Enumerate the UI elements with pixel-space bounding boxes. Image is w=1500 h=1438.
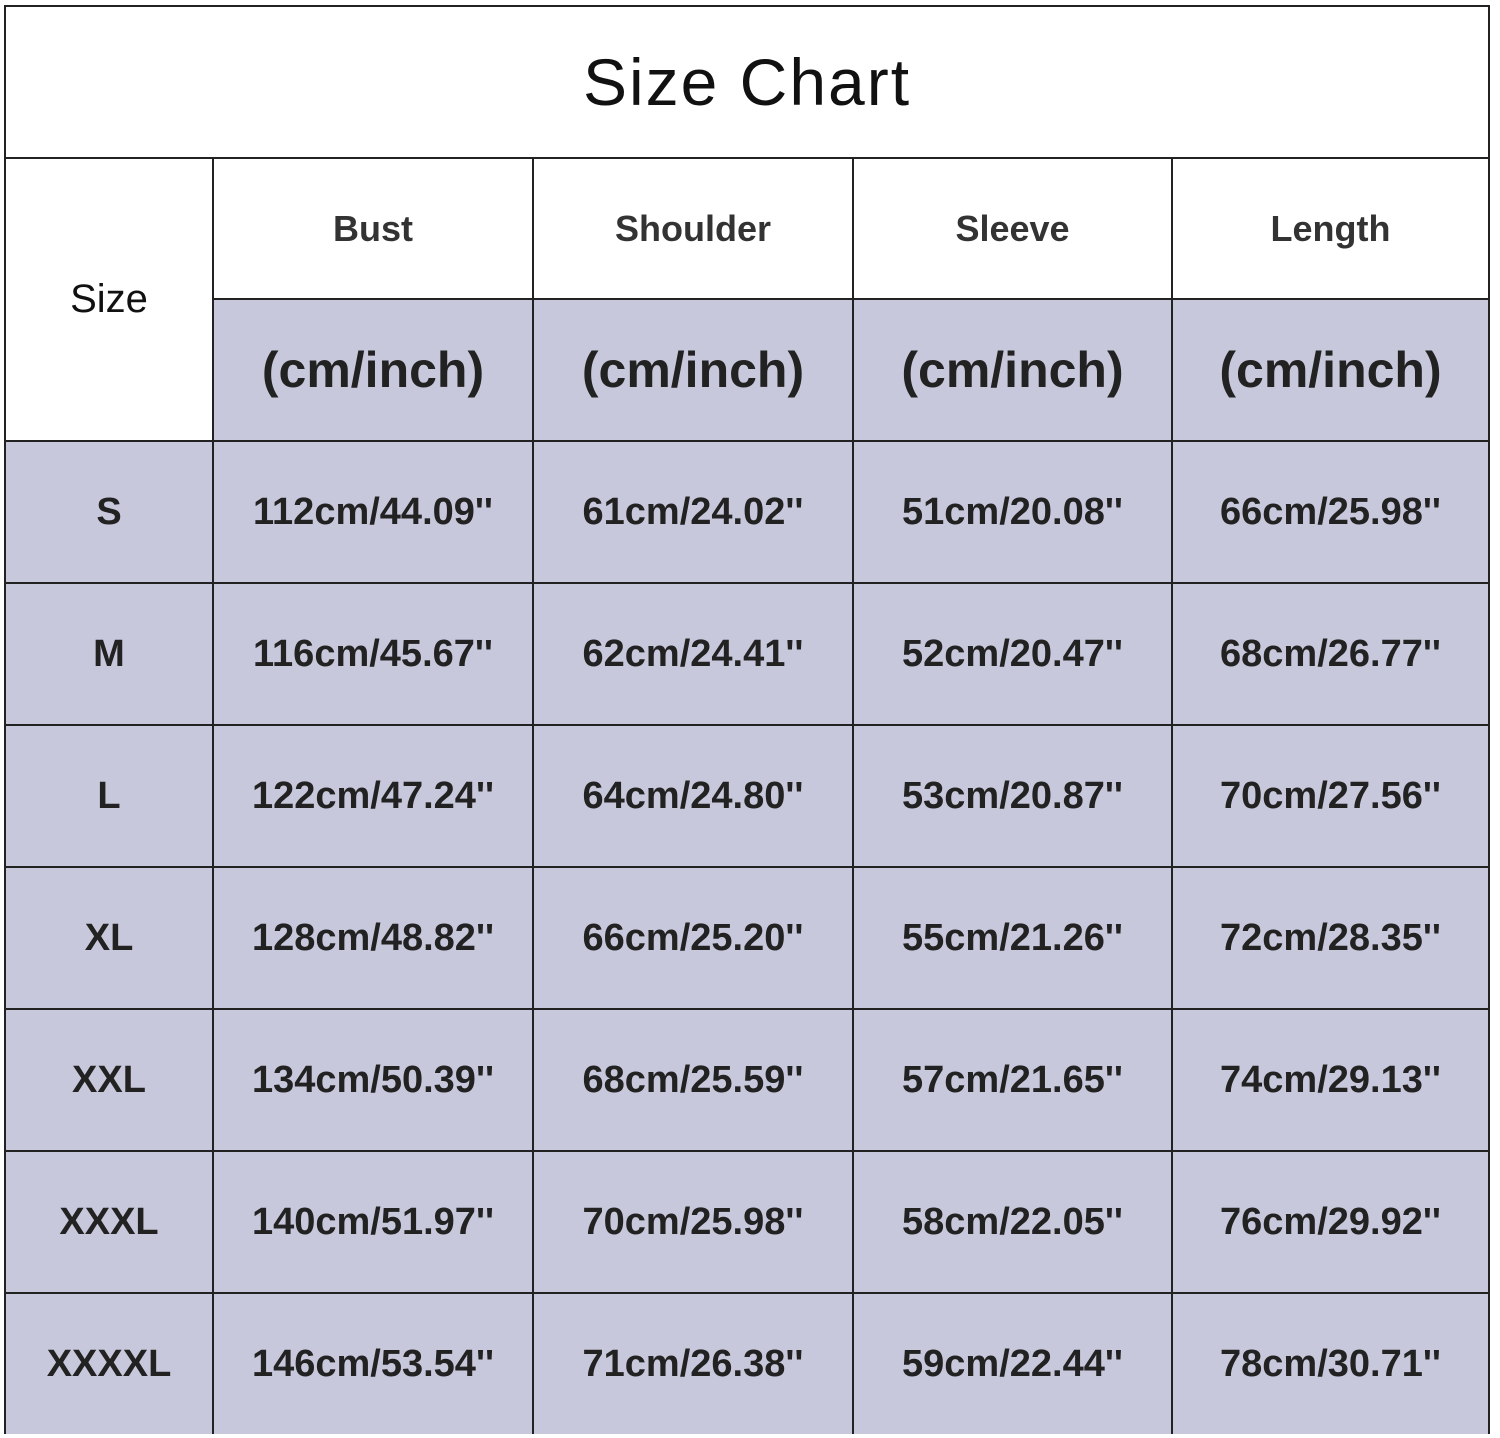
measurement-cell: 68cm/26.77'': [1171, 582, 1488, 726]
measurement-cell: 59cm/22.44'': [852, 1292, 1173, 1434]
table-row: S 112cm/44.09'' 61cm/24.02'' 51cm/20.08'' 66…: [6, 440, 1488, 584]
measurement-cell: 61cm/24.02'': [532, 440, 854, 584]
measurement-cell: 134cm/50.39'': [212, 1008, 534, 1152]
table-row: M 116cm/45.67'' 62cm/24.41'' 52cm/20.47'' 68…: [6, 582, 1488, 726]
column-header-bust: Bust: [212, 159, 534, 300]
size-cell: M: [6, 582, 214, 726]
unit-row: (cm/inch) (cm/inch) (cm/inch) (cm/inch): [6, 298, 1488, 442]
column-header-length: Length: [1171, 159, 1488, 300]
measurement-cell: 58cm/22.05'': [852, 1150, 1173, 1294]
size-column-header: Size: [6, 159, 214, 442]
size-chart: Size Chart Size Bust Shoulder Sleeve Len…: [4, 5, 1490, 1434]
unit-label: (cm/inch): [852, 298, 1173, 442]
measurement-cell: 116cm/45.67'': [212, 582, 534, 726]
measurement-cell: 78cm/30.71'': [1171, 1292, 1488, 1434]
table-row: XL 128cm/48.82'' 66cm/25.20'' 55cm/21.26'' 7…: [6, 866, 1488, 1010]
measurement-cell: 66cm/25.98'': [1171, 440, 1488, 584]
measurement-cell: 122cm/47.24'': [212, 724, 534, 868]
unit-label: (cm/inch): [213, 298, 534, 442]
size-cell: S: [6, 440, 214, 584]
size-cell: XL: [6, 866, 214, 1010]
measurement-cell: 55cm/21.26'': [852, 866, 1173, 1010]
table-row: XXXL 140cm/51.97'' 70cm/25.98'' 58cm/22.05'…: [6, 1150, 1488, 1294]
header-row: Size Bust Shoulder Sleeve Length: [6, 159, 1488, 442]
measurement-cell: 76cm/29.92'': [1171, 1150, 1488, 1294]
measurement-cell: 68cm/25.59'': [532, 1008, 854, 1152]
measurement-cell: 146cm/53.54'': [212, 1292, 534, 1434]
measurement-cell: 51cm/20.08'': [852, 440, 1173, 584]
measurement-cell: 53cm/20.87'': [852, 724, 1173, 868]
measurement-cell: 66cm/25.20'': [532, 866, 854, 1010]
measurement-cell: 70cm/25.98'': [532, 1150, 854, 1294]
unit-label: (cm/inch): [532, 298, 854, 442]
unit-label: (cm/inch): [1171, 298, 1488, 442]
measurement-cell: 71cm/26.38'': [532, 1292, 854, 1434]
measurement-cell: 70cm/27.56'': [1171, 724, 1488, 868]
size-cell: XXXL: [6, 1150, 214, 1294]
measurement-cell: 72cm/28.35'': [1171, 866, 1488, 1010]
table-row: XXL 134cm/50.39'' 68cm/25.59'' 57cm/21.65''…: [6, 1008, 1488, 1152]
measurement-cell: 128cm/48.82'': [212, 866, 534, 1010]
measurement-cell: 57cm/21.65'': [852, 1008, 1173, 1152]
size-cell: L: [6, 724, 214, 868]
table-row: L 122cm/47.24'' 64cm/24.80'' 53cm/20.87'' 70…: [6, 724, 1488, 868]
measurement-cell: 112cm/44.09'': [212, 440, 534, 584]
column-header-shoulder: Shoulder: [532, 159, 854, 300]
table-row: XXXXL 146cm/53.54'' 71cm/26.38'' 59cm/22.44…: [6, 1292, 1488, 1434]
measurement-cell: 52cm/20.47'': [852, 582, 1173, 726]
size-table: Size Bust Shoulder Sleeve Length (cm/inc…: [6, 159, 1488, 1434]
chart-title: Size Chart: [6, 7, 1488, 159]
size-cell: XXL: [6, 1008, 214, 1152]
measurement-cell: 62cm/24.41'': [532, 582, 854, 726]
measurement-cell: 74cm/29.13'': [1171, 1008, 1488, 1152]
measurement-cell: 64cm/24.80'': [532, 724, 854, 868]
measurement-cell: 140cm/51.97'': [212, 1150, 534, 1294]
size-cell: XXXXL: [6, 1292, 214, 1434]
column-header-sleeve: Sleeve: [852, 159, 1173, 300]
